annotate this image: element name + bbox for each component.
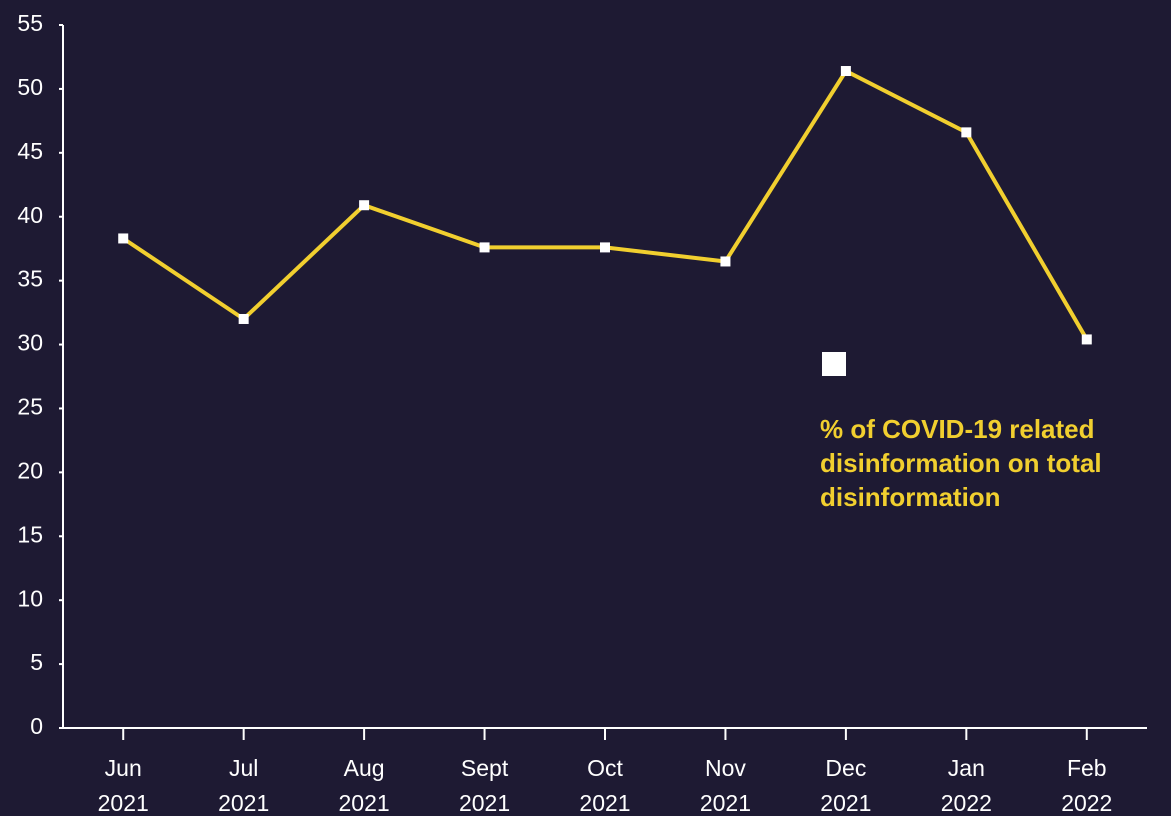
x-tick-label: Sept 2021	[459, 755, 510, 816]
x-tick-label: Nov 2021	[700, 755, 751, 816]
y-tick-label: 20	[17, 457, 43, 483]
marker	[359, 200, 370, 211]
y-tick-label: 45	[17, 138, 43, 164]
x-tick-label: Oct 2021	[579, 755, 630, 816]
y-tick-label: 40	[17, 202, 43, 228]
y-tick-label: 55	[17, 10, 43, 36]
marker	[118, 233, 129, 244]
marker	[479, 242, 490, 253]
marker	[600, 242, 610, 253]
marker	[961, 127, 972, 138]
marker	[840, 66, 851, 77]
x-tick-label: Dec 2021	[820, 755, 871, 816]
x-tick-label: Jul 2021	[218, 755, 269, 816]
marker	[238, 313, 249, 324]
y-tick-label: 15	[17, 521, 43, 547]
x-tick-label: Feb 2022	[1061, 755, 1112, 816]
line	[122, 68, 1089, 341]
y-tick-label: 0	[30, 713, 43, 739]
marker	[1081, 334, 1092, 345]
y-tick-label: 30	[17, 330, 43, 356]
legend-label: % of COVID-19 related disinformation on …	[820, 414, 1102, 512]
x-tick-label: Jun 2021	[98, 755, 149, 816]
marker	[720, 256, 731, 267]
y-tick-label: 5	[30, 649, 43, 675]
y-tick-label: 10	[17, 585, 43, 611]
x-tick-label: Aug 2021	[339, 755, 390, 816]
x-tick-label: Jan 2022	[941, 755, 992, 816]
y-tick-label: 35	[17, 266, 43, 292]
y-tick-label: 50	[17, 74, 43, 100]
legend-marker	[822, 352, 846, 376]
y-tick-label: 25	[17, 394, 43, 420]
